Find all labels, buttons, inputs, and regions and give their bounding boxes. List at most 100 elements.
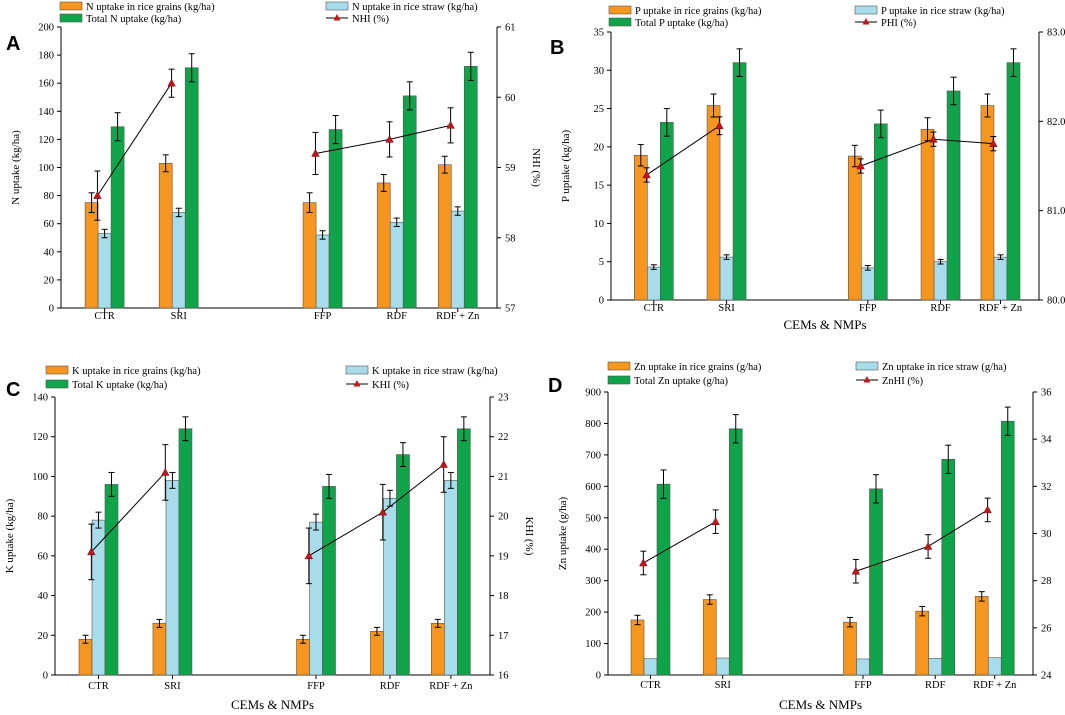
index-marker (715, 121, 724, 130)
panel-b: B 0 5 10 15 20 25 30 35 80.0 81.0 82.0 83.0 P uptake … (550, 5, 1065, 332)
y-tick-label: 60 (38, 551, 49, 562)
y-tick-label: 5 (599, 257, 604, 268)
bar-grain (847, 155, 862, 301)
y2-axis-title: NHI (%) (530, 148, 542, 187)
y2-tick-label: 58 (505, 233, 516, 244)
index-marker (167, 78, 176, 87)
index-marker (87, 547, 96, 556)
y-tick-label: 80 (44, 191, 55, 202)
bar-grain (702, 599, 717, 676)
y-tick-label: 0 (43, 671, 48, 682)
legend-label: Zn uptake in rice straw (g/ha) (882, 362, 1007, 373)
category-label: RDF (387, 311, 408, 322)
panel-tag: B (550, 37, 564, 59)
y-tick-label: 20 (38, 631, 49, 642)
index-marker (304, 551, 314, 560)
y-tick-label: 500 (585, 513, 601, 524)
y2-tick-label: 20 (498, 512, 509, 523)
category-label: RDF (380, 681, 401, 692)
bar-straw (450, 210, 465, 309)
index-line (643, 521, 716, 564)
legend-key-total (607, 375, 631, 385)
legend-key-straw (855, 361, 879, 371)
bar-straw (860, 267, 875, 301)
bar-straw (993, 256, 1008, 301)
y2-tick-label: 18 (498, 591, 509, 602)
index-marker (639, 558, 648, 567)
category-label: SRI (718, 303, 735, 314)
bar-grain (296, 638, 310, 676)
panel-tag: C (6, 379, 20, 401)
bar-total (402, 95, 417, 309)
y-tick-label: 100 (585, 639, 601, 650)
bar-straw (97, 233, 112, 309)
y-tick-label: 100 (38, 163, 54, 174)
y-tick-label: 40 (38, 591, 49, 602)
index-marker (93, 191, 102, 199)
bar-straw (643, 658, 658, 676)
y2-tick-label: 34 (1041, 435, 1052, 446)
y-tick-label: 120 (38, 135, 54, 146)
bar-grain (974, 596, 989, 676)
index-marker (923, 541, 933, 550)
bar-total (946, 90, 961, 301)
y2-tick-label: 28 (1041, 576, 1052, 587)
category-label: FFP (854, 680, 872, 691)
bar-straw (646, 266, 661, 301)
legend-label: PHI (%) (881, 18, 917, 29)
y2-tick-label: 23 (498, 393, 509, 404)
y-tick-label: 0 (49, 304, 54, 315)
index-marker (439, 459, 448, 468)
bar-total (463, 66, 478, 309)
bar-total (659, 122, 674, 301)
y-tick-label: 15 (594, 181, 605, 192)
bar-grain (915, 610, 930, 676)
category-label: SRI (171, 311, 188, 322)
bar-straw (389, 221, 404, 309)
legend-key-grain (608, 5, 632, 15)
legend-key-straw (345, 365, 369, 375)
bar-total (110, 126, 125, 309)
legend-key-index-marker (353, 380, 361, 387)
x-axis-title: CEMs & NMPs (783, 317, 866, 332)
category-label: FFP (307, 681, 325, 692)
panel-a: A 0 20 40 60 80 100 120 140 160 180 200 57 58 59 60 61 N … (6, 1, 542, 322)
y-tick-label: 600 (585, 482, 601, 493)
legend-key-index-marker (863, 376, 871, 383)
legend-label: Total K uptake (kg/ha) (72, 380, 168, 391)
legend-label: N uptake in rice straw (kg/ha) (352, 2, 478, 13)
category-label: CTR (88, 681, 108, 692)
y-tick-label: 120 (32, 432, 48, 443)
bar-straw (715, 657, 730, 676)
index-marker (378, 507, 388, 516)
bar-straw (987, 657, 1002, 676)
index-marker (983, 505, 992, 514)
legend-key-total (608, 17, 632, 27)
bar-total (941, 458, 956, 676)
index-marker (929, 134, 938, 143)
y2-tick-label: 32 (1041, 482, 1052, 493)
bar-total (396, 454, 410, 676)
category-label: CTR (644, 303, 664, 314)
y2-tick-label: 36 (1041, 388, 1052, 399)
y2-axis-title: KHI (%) (523, 517, 535, 556)
y-tick-label: 100 (32, 472, 48, 483)
category-label: SRI (164, 681, 181, 692)
bar-grain (302, 202, 317, 309)
panel-d: D 0 100 200 300 400 500 600 700 800 900 24 26 28 30 32 3… (548, 361, 1052, 712)
bar-grain (980, 105, 995, 301)
legend-label: Total Zn uptake (g/ha) (634, 376, 729, 387)
y-tick-label: 200 (585, 608, 601, 619)
index-marker (856, 161, 865, 170)
bar-straw (719, 256, 734, 301)
y2-tick-label: 82.0 (1047, 117, 1065, 128)
bar-total (184, 67, 199, 309)
category-label: FFP (859, 303, 877, 314)
legend-label: P uptake in rice grains (kg/ha) (635, 6, 762, 17)
category-label: RDF + Zn (436, 311, 480, 322)
bar-grain (370, 631, 384, 676)
bar-total (1006, 62, 1021, 301)
bar-grain (920, 128, 935, 301)
index-marker (311, 148, 320, 157)
